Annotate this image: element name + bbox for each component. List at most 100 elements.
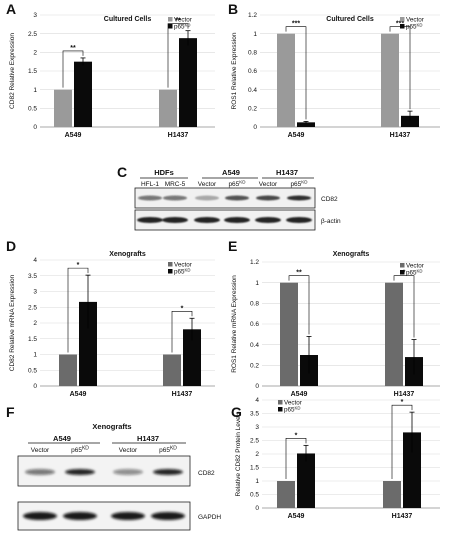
chart-g-y-tick-label: 4 (255, 397, 259, 404)
chart-e-y-tick-label: 0.2 (250, 363, 259, 370)
chart-g-x-tick-label: A549 (288, 513, 305, 520)
chart-d-y-tick-label: 1.5 (28, 336, 37, 343)
chart-d-y-tick-label: 4 (33, 257, 37, 264)
blot-f-lane-2: p65KD (71, 446, 89, 455)
chart-d-legend-entry: p65KD (174, 267, 191, 275)
chart-b-legend-swatch (400, 17, 405, 22)
chart-e-y-tick-label: 1.2 (250, 259, 259, 266)
chart-d-legend-swatch (168, 262, 173, 267)
blot-c-label-cd82: CD82 (321, 196, 338, 203)
chart-a-x-tick-label: H1437 (168, 132, 189, 139)
chart-d-title: Xenografts (109, 251, 146, 258)
blot-c-lane-3: Vector (198, 181, 217, 188)
chart-g-y-tick-label: 0.5 (250, 492, 259, 499)
chart-g-significance-label: * (295, 432, 298, 439)
chart-d-y-tick-label: 0.5 (28, 367, 37, 374)
blot-c-band-actin (224, 217, 250, 223)
chart-g-legend-swatch (278, 400, 283, 405)
blot-f-label-gapdh: GAPDH (198, 514, 221, 521)
chart-d-significance-bracket (67, 267, 89, 353)
panel-letter-c: C (117, 164, 127, 180)
chart-g-y-tick-label: 2.5 (250, 438, 259, 445)
chart-e-significance-label: ** (296, 270, 302, 277)
chart-g-legend-entry: p65KD (284, 405, 301, 413)
blot-f-lane-1: Vector (31, 447, 50, 454)
blot-c-band-actin (194, 217, 220, 223)
blot-c-band-actin (137, 217, 163, 223)
chart-g-y-tick-label: 1.5 (250, 465, 259, 472)
chart-a-bar-a549-p65kd (74, 61, 92, 127)
chart-d-significance-bracket (171, 310, 193, 353)
blot-c-band-cd82 (225, 195, 249, 201)
blot-c-lane-6: p65KD (290, 180, 308, 189)
chart-e-y-tick-label: 0.6 (250, 321, 259, 328)
chart-g-y-tick-label: 3.5 (250, 411, 259, 418)
chart-g-x-tick-label: H1437 (392, 513, 413, 520)
chart-a-y-tick-label: 2.5 (28, 31, 37, 38)
chart-b-x-tick-label: A549 (288, 132, 305, 139)
blot-f-band-gapdh (151, 512, 185, 520)
chart-b-bar-h1437-p65kd (401, 115, 419, 127)
panel-letter-e: E (228, 238, 237, 254)
chart-d-bar-h1437-vector (163, 354, 181, 386)
chart-e-y-tick-label: 0.4 (250, 342, 259, 349)
chart-a-legend-swatch (168, 24, 173, 29)
blot-f-lane-4: p65KD (159, 446, 177, 455)
chart-g-significance-bracket (391, 404, 413, 479)
panel-letter-a: A (6, 1, 16, 17)
blot-f-band-cd82 (153, 469, 183, 475)
chart-g-bar-h1437-p65kd (403, 432, 421, 508)
chart-e-legend-entry: p65KD (406, 268, 423, 276)
chart-e-y-tick-label: 0 (255, 383, 259, 390)
chart-d-y-tick-label: 0 (33, 383, 37, 390)
blot-c-lane-4: p65KD (228, 180, 246, 189)
chart-g-y-tick-label: 3 (255, 424, 259, 431)
blot-f-band-cd82 (25, 469, 55, 475)
chart-g-bar-a549-p65kd (297, 453, 315, 508)
chart-b-bar-a549-vector (277, 33, 295, 127)
chart-a-cd82-cultured: 0 0.5 1 1.5 2 2.5 3 Cultured Cells CD82 Relative… (9, 12, 215, 139)
blot-c-band-cd82 (163, 195, 187, 201)
chart-d-legend-swatch (168, 269, 173, 274)
chart-b-ros1-cultured: 0 0.2 0.4 0.6 0.8 1 1.2 Cultured Cells ROS1 Rela… (231, 12, 440, 139)
blot-f-title: Xenografts (92, 422, 131, 431)
chart-b-legend-swatch (400, 24, 405, 29)
chart-e-title: Xenografts (333, 251, 370, 258)
chart-b-y-tick-label: 0.8 (248, 50, 257, 57)
chart-d-x-tick-label: H1437 (172, 391, 193, 398)
chart-g-y-tick-label: 1 (255, 478, 259, 485)
chart-a-legend-entry: Vector (174, 16, 192, 23)
chart-g-significance-bracket (285, 438, 307, 479)
chart-e-ros1-xenografts: 0 0.2 0.4 0.6 0.8 1 1.2 Xenografts ROS1 Relative… (231, 251, 440, 398)
chart-g-bar-a549-vector (277, 481, 295, 508)
chart-a-y-tick-label: 0.5 (28, 106, 37, 113)
chart-d-bar-a549-p65kd (79, 301, 97, 386)
chart-d-x-tick-label: A549 (70, 391, 87, 398)
blot-c-label-actin: β-actin (321, 218, 341, 225)
chart-a-bar-h1437-vector (159, 89, 177, 127)
blot-c-band-actin (255, 217, 281, 223)
chart-a-title: Cultured Cells (104, 16, 152, 23)
chart-a-bar-h1437-p65kd (179, 38, 197, 127)
blot-c-band-actin (162, 217, 188, 223)
chart-d-bar-a549-vector (59, 354, 77, 386)
blot-f-label-cd82: CD82 (198, 470, 215, 477)
chart-a-x-tick-label: A549 (65, 132, 82, 139)
blot-c-band-cd82 (256, 195, 280, 201)
blot-f-group-h1437: H1437 (137, 434, 159, 443)
chart-b-y-axis-label: ROS1 Relative Expression (231, 32, 238, 109)
chart-d-significance-label: * (181, 305, 184, 312)
blot-c-group-hdfs: HDFs (154, 168, 174, 177)
blot-f-band-gapdh (23, 512, 57, 520)
chart-d-y-tick-label: 2 (33, 320, 37, 327)
chart-b-significance-bracket (285, 26, 307, 120)
blot-f-band-cd82 (65, 469, 95, 475)
blot-f-lane-3: Vector (119, 447, 138, 454)
blot-c-lane-5: Vector (259, 181, 278, 188)
chart-b-y-tick-label: 0 (253, 124, 257, 131)
western-blot-f: Xenografts A549 H1437 Vector p65KD Vecto… (17, 422, 221, 531)
chart-b-title: Cultured Cells (326, 16, 374, 23)
chart-a-y-tick-label: 0 (33, 124, 37, 131)
western-blot-c: HDFs A549 H1437 HFL-1 MRC-5 Vector p65KD… (134, 168, 341, 231)
